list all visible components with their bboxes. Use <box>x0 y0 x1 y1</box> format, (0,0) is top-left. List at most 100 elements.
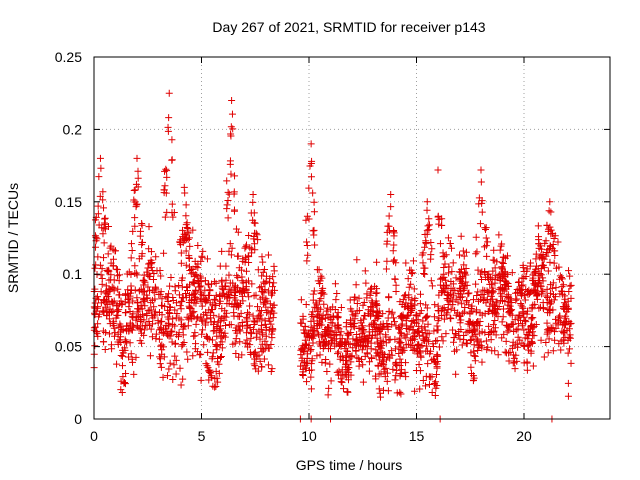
data-point <box>404 311 412 319</box>
data-point <box>268 365 276 373</box>
data-point <box>388 320 396 328</box>
data-point <box>545 335 553 343</box>
data-point <box>311 303 319 311</box>
data-point <box>436 275 444 283</box>
data-point <box>101 220 109 228</box>
data-point <box>298 319 306 327</box>
data-point <box>549 306 557 314</box>
data-point <box>206 368 214 376</box>
data-point <box>474 336 482 344</box>
data-point <box>358 356 366 364</box>
data-point <box>504 282 512 290</box>
data-point <box>557 346 565 354</box>
data-point <box>152 330 160 338</box>
data-point <box>479 290 487 298</box>
data-point <box>197 313 205 321</box>
data-point <box>427 277 435 285</box>
data-point <box>144 283 152 291</box>
data-point <box>317 305 325 313</box>
data-point <box>297 296 305 304</box>
data-point <box>537 336 545 344</box>
data-point <box>564 392 572 400</box>
data-point <box>224 294 232 302</box>
data-point <box>353 336 361 344</box>
data-point <box>452 370 460 378</box>
data-point <box>324 324 332 332</box>
data-point <box>324 391 332 399</box>
data-point <box>362 279 370 287</box>
data-point <box>319 345 327 353</box>
data-point <box>472 280 480 288</box>
data-point <box>472 233 480 241</box>
data-point <box>200 341 208 349</box>
data-point <box>201 277 209 285</box>
data-point <box>97 288 105 296</box>
data-point <box>566 272 574 280</box>
data-point <box>325 340 333 348</box>
data-point <box>246 244 254 252</box>
data-point <box>383 240 391 248</box>
data-point <box>457 265 465 273</box>
data-point <box>314 329 322 337</box>
data-point <box>313 266 321 274</box>
data-point <box>449 286 457 294</box>
data-point <box>544 267 552 275</box>
data-point <box>520 267 528 275</box>
data-point <box>242 313 250 321</box>
data-point <box>545 207 553 215</box>
data-point <box>266 275 274 283</box>
data-point <box>544 328 552 336</box>
data-point <box>490 256 498 264</box>
data-point <box>452 274 460 282</box>
data-point <box>175 291 183 299</box>
data-point <box>157 272 165 280</box>
data-point <box>473 335 481 343</box>
data-point <box>466 336 474 344</box>
data-point <box>538 290 546 298</box>
data-point <box>392 345 400 353</box>
y-tick-label: 0.1 <box>63 266 83 282</box>
data-point <box>434 302 442 310</box>
data-point <box>511 365 519 373</box>
data-point <box>125 327 133 335</box>
data-point <box>196 272 204 280</box>
data-point <box>365 367 373 375</box>
data-point <box>357 319 365 327</box>
data-point <box>258 348 266 356</box>
data-point <box>489 310 497 318</box>
data-point <box>370 320 378 328</box>
data-point <box>317 272 325 280</box>
data-point <box>131 214 139 222</box>
data-point <box>185 234 193 242</box>
data-point <box>532 265 540 273</box>
data-point <box>212 291 220 299</box>
data-point <box>515 311 523 319</box>
data-point <box>346 296 354 304</box>
data-point <box>145 321 153 329</box>
data-point <box>564 349 572 357</box>
data-point <box>471 357 479 365</box>
data-point <box>482 234 490 242</box>
data-point <box>353 354 361 362</box>
data-point <box>222 276 230 284</box>
data-point <box>117 322 125 330</box>
data-point <box>94 332 102 340</box>
data-point <box>261 337 269 345</box>
data-point <box>382 265 390 273</box>
data-point <box>138 238 146 246</box>
data-point <box>402 324 410 332</box>
data-point <box>249 216 257 224</box>
data-point <box>425 221 433 229</box>
data-point <box>558 327 566 335</box>
data-point <box>242 278 250 286</box>
data-point <box>480 294 488 302</box>
data-point <box>532 320 540 328</box>
data-point <box>334 348 342 356</box>
data-point <box>311 241 319 249</box>
data-point <box>508 311 516 319</box>
data-point <box>355 306 363 314</box>
data-point <box>365 310 373 318</box>
data-point <box>481 268 489 276</box>
data-point <box>262 303 270 311</box>
data-point <box>128 326 136 334</box>
